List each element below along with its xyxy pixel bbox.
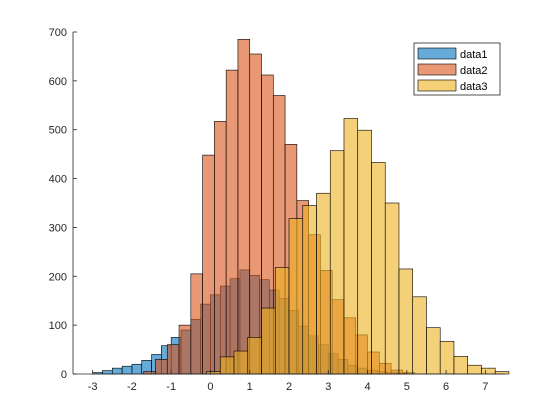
bar-data3-1 <box>219 356 235 375</box>
y-tick-label: 700 <box>49 27 67 39</box>
x-tick-label: 4 <box>364 381 370 393</box>
legend-label-data1: data1 <box>460 49 488 61</box>
x-tick-label: 1 <box>247 381 253 393</box>
legend-swatch-data1 <box>417 47 457 60</box>
x-tick-label: -1 <box>166 381 176 393</box>
legend-label-data2: data2 <box>460 65 488 77</box>
y-tick-label: 500 <box>49 125 67 137</box>
x-tick-label: -2 <box>127 381 137 393</box>
x-tick-label: 5 <box>404 381 410 393</box>
bar-data3-7 <box>302 205 317 375</box>
x-tick-label: 2 <box>286 381 292 393</box>
bar-data2-7 <box>225 69 239 375</box>
bar-data1-2 <box>111 367 123 375</box>
axes-layer: -3 -2 -1 0 1 2 3 4 5 6 7 0 100 200 300 400 500 600 700 <box>49 27 505 393</box>
y-tick-label: 300 <box>49 222 67 234</box>
bar-data3-16 <box>426 327 441 375</box>
legend-swatch-data3 <box>417 79 457 92</box>
x-tick-label: 3 <box>325 381 331 393</box>
bar-data3-3 <box>247 337 262 375</box>
bar-data3-2 <box>233 350 249 375</box>
x-tick-label: 7 <box>482 381 488 393</box>
bar-data2-6 <box>214 121 227 375</box>
bar-data2-5 <box>202 154 215 375</box>
bar-data3-11 <box>357 129 372 375</box>
y-tick-label: 100 <box>49 320 67 332</box>
bar-data3-9 <box>329 150 345 375</box>
bar-data3-19 <box>467 364 482 375</box>
y-tick-label: 0 <box>61 369 67 381</box>
bar-data2-1 <box>155 359 168 375</box>
bar-data1-3 <box>121 365 133 375</box>
bar-data3-15 <box>412 296 427 375</box>
bar-data2-2 <box>166 344 180 375</box>
bar-data3-18 <box>453 356 469 375</box>
bar-data3-4 <box>261 307 276 375</box>
x-tick-label: -3 <box>88 381 98 393</box>
bar-data3-8 <box>316 192 331 375</box>
bar-data3-6 <box>288 218 304 375</box>
bar-data3-13 <box>384 202 400 375</box>
bar-data3-10 <box>343 118 359 375</box>
legend[interactable]: data1 data2 data3 <box>413 42 501 96</box>
bar-data2-9 <box>249 53 262 375</box>
bar-data2-8 <box>237 39 251 375</box>
bar-data2-3 <box>178 324 192 375</box>
x-tick-label: 6 <box>443 381 449 393</box>
bar-data3-14 <box>398 268 414 375</box>
y-tick-label: 600 <box>49 76 67 88</box>
x-tick-label: 0 <box>207 381 213 393</box>
bar-data1-4 <box>131 363 143 375</box>
y-tick-label: 400 <box>49 174 67 186</box>
bar-data1-1 <box>102 370 113 375</box>
bar-data3-5 <box>274 267 290 375</box>
bar-data3-12 <box>371 162 386 375</box>
bar-data3-17 <box>439 340 455 375</box>
bar-data3-20 <box>481 367 496 375</box>
legend-label-data3: data3 <box>460 81 488 93</box>
legend-swatch-data2 <box>417 63 457 76</box>
y-tick-label: 200 <box>49 271 67 283</box>
bar-data2-4 <box>190 273 203 375</box>
